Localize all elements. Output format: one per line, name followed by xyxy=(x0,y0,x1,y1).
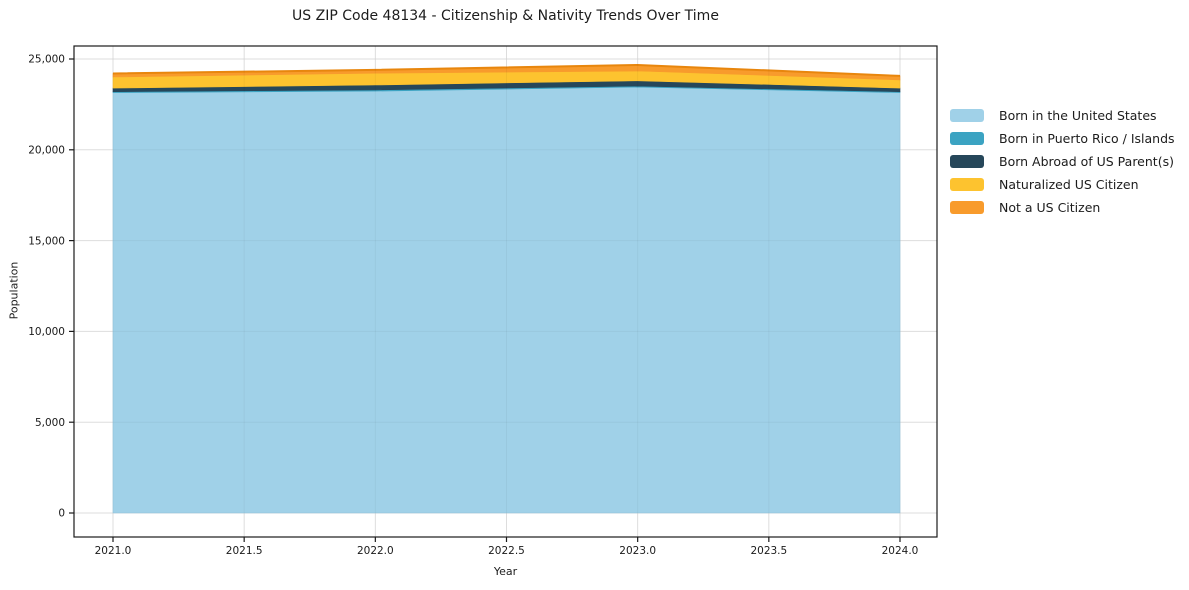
x-tick-label: 2022.0 xyxy=(357,545,394,557)
legend-item-not-citizen: Not a US Citizen xyxy=(950,196,1175,219)
legend-swatch-puerto-rico xyxy=(950,132,984,145)
x-tick-label: 2022.5 xyxy=(488,545,525,557)
legend-item-born-us: Born in the United States xyxy=(950,104,1175,127)
legend: Born in the United States Born in Puerto… xyxy=(950,104,1175,219)
x-axis-label: Year xyxy=(493,565,518,578)
gridlines-over xyxy=(74,46,937,537)
x-tick-label: 2023.5 xyxy=(750,545,787,557)
x-tick-label: 2023.0 xyxy=(619,545,656,557)
legend-label: Not a US Citizen xyxy=(999,200,1101,215)
stack-top-edge xyxy=(112,63,901,77)
y-tick-label: 10,000 xyxy=(28,326,65,338)
y-axis-label: Population xyxy=(7,261,21,320)
y-tick-label: 0 xyxy=(58,508,65,520)
y-tick-label: 25,000 xyxy=(28,54,65,66)
axis-tick-labels: 0 5,000 10,000 15,000 20,000 25,000 2021.0 2021… xyxy=(28,54,918,557)
legend-item-puerto-rico: Born in Puerto Rico / Islands xyxy=(950,127,1175,150)
legend-item-born-abroad: Born Abroad of US Parent(s) xyxy=(950,150,1175,173)
x-tick-label: 2021.5 xyxy=(226,545,263,557)
legend-label: Born in Puerto Rico / Islands xyxy=(999,131,1175,146)
y-tick-label: 15,000 xyxy=(28,235,65,247)
x-tick-label: 2024.0 xyxy=(882,545,919,557)
legend-label: Naturalized US Citizen xyxy=(999,177,1139,192)
plot-border xyxy=(73,45,938,538)
legend-swatch-not-citizen xyxy=(950,201,984,214)
legend-label: Born in the United States xyxy=(999,108,1157,123)
axis-ticks xyxy=(69,58,901,542)
legend-swatch-born-abroad xyxy=(950,155,984,168)
y-tick-label: 5,000 xyxy=(35,417,65,429)
x-tick-label: 2021.0 xyxy=(95,545,132,557)
legend-swatch-naturalized xyxy=(950,178,984,191)
area-series-group xyxy=(112,63,901,514)
y-tick-label: 20,000 xyxy=(28,144,65,156)
legend-item-naturalized: Naturalized US Citizen xyxy=(950,173,1175,196)
legend-swatch-born-us xyxy=(950,109,984,122)
plot-frame xyxy=(73,45,938,538)
chart-title: US ZIP Code 48134 - Citizenship & Nativi… xyxy=(292,8,719,24)
legend-label: Born Abroad of US Parent(s) xyxy=(999,154,1174,169)
